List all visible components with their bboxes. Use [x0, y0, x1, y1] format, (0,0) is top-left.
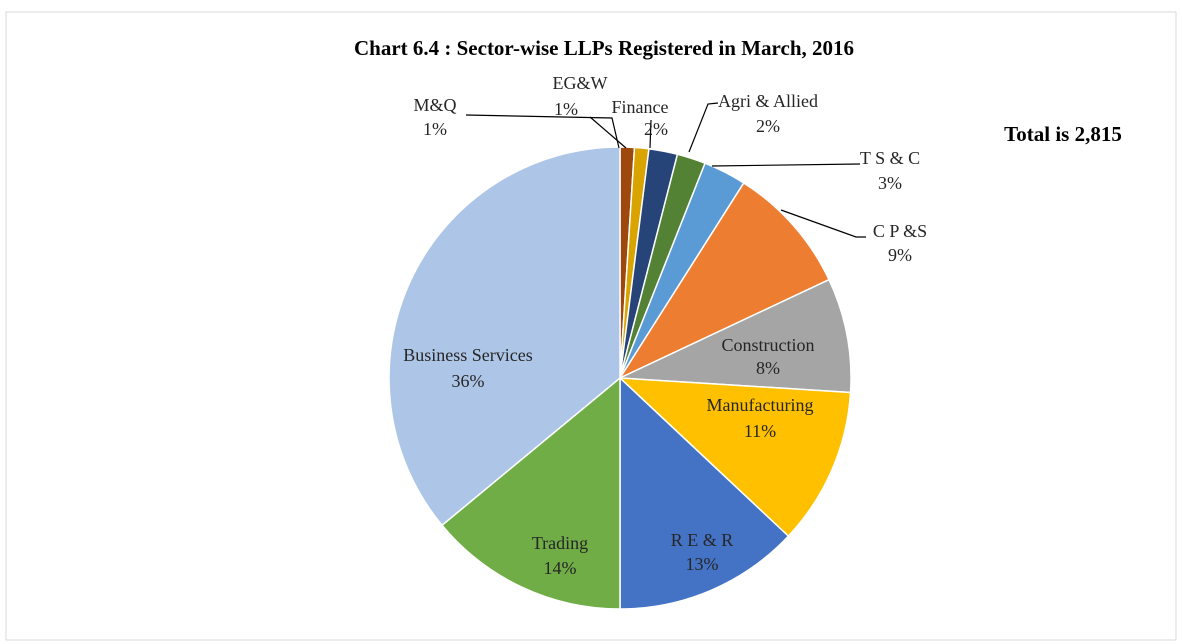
slice-label: Agri & Allied: [718, 91, 818, 111]
pie-slice: [388, 146, 621, 527]
slice-label: Finance: [612, 97, 669, 117]
chart-title: Chart 6.4 : Sector-wise LLPs Registered …: [354, 36, 854, 60]
slice-value-label: 11%: [744, 421, 776, 441]
leader-line: [688, 102, 719, 153]
slice-value-label: 8%: [756, 358, 780, 378]
leader-line: [465, 114, 620, 149]
slice-label: R E & R: [671, 530, 734, 550]
leader-line: [780, 209, 866, 238]
slice-value-label: 36%: [452, 371, 485, 391]
slice-label: C P &S: [873, 221, 927, 241]
leader-line: [589, 116, 627, 149]
slice-value-label: 14%: [544, 558, 577, 578]
slice-value-label: 3%: [878, 173, 902, 193]
total-annotation: Total is 2,815: [1004, 122, 1122, 146]
slice-value-label: 13%: [686, 554, 719, 574]
pie-slice: [440, 376, 621, 610]
slice-label: T S & C: [860, 148, 920, 168]
pie-slice: [617, 377, 852, 538]
slice-label: EG&W: [553, 73, 608, 93]
slice-label: Manufacturing: [707, 395, 814, 415]
pie-slice: [619, 376, 790, 610]
leader-line: [711, 163, 861, 167]
slice-value-label: 2%: [756, 116, 780, 136]
slice-value-label: 1%: [423, 119, 447, 139]
slice-value-label: 1%: [554, 99, 578, 119]
pie-slice: [619, 278, 852, 394]
slice-label: Business Services: [403, 345, 533, 365]
pie-slice: [617, 181, 831, 380]
slice-value-label: 2%: [644, 119, 668, 139]
slice-label: M&Q: [413, 95, 456, 115]
leader-line: [649, 119, 652, 149]
slice-label: Trading: [532, 533, 588, 553]
slice-value-label: 9%: [888, 245, 912, 265]
slice-label: Construction: [722, 335, 815, 355]
